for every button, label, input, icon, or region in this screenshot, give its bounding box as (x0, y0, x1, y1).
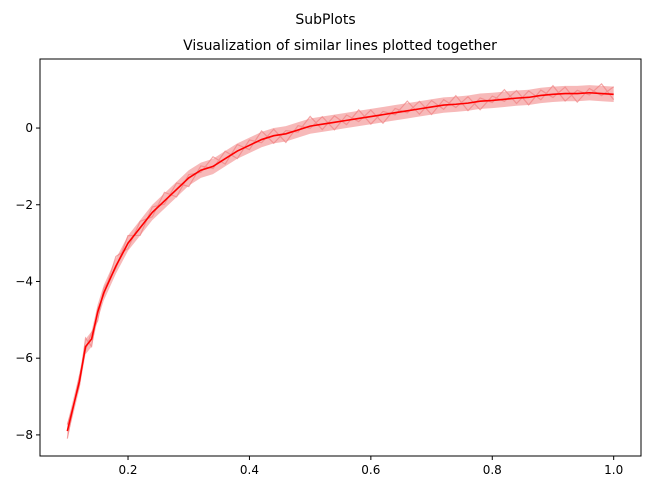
chart-suptitle: SubPlots (295, 12, 355, 28)
y-axis: −8 −6 −4 −2 0 (15, 121, 40, 442)
x-tick-label-2: 0.6 (361, 463, 380, 477)
plot-area (66, 82, 615, 439)
x-tick-label-4: 1.0 (604, 463, 623, 477)
chart-title: Visualization of similar lines plotted t… (183, 38, 497, 54)
mean-line (66, 91, 614, 432)
y-tick-label-4: 0 (25, 121, 33, 135)
y-tick-label-3: −2 (15, 198, 33, 212)
axes-frame (39, 58, 642, 457)
x-tick-label-0: 0.2 (118, 463, 137, 477)
faint-line-2 (66, 86, 615, 439)
y-tick-label-1: −6 (15, 351, 33, 365)
x-axis: 0.2 0.4 0.6 0.8 1.0 (118, 456, 623, 477)
y-tick-label-0: −8 (15, 428, 33, 442)
faint-lines-group (66, 82, 615, 439)
y-tick-label-2: −4 (15, 274, 33, 288)
faint-line-1 (66, 82, 615, 425)
confidence-band (67, 85, 614, 439)
x-tick-label-3: 0.8 (483, 463, 502, 477)
x-tick-label-1: 0.4 (240, 463, 259, 477)
